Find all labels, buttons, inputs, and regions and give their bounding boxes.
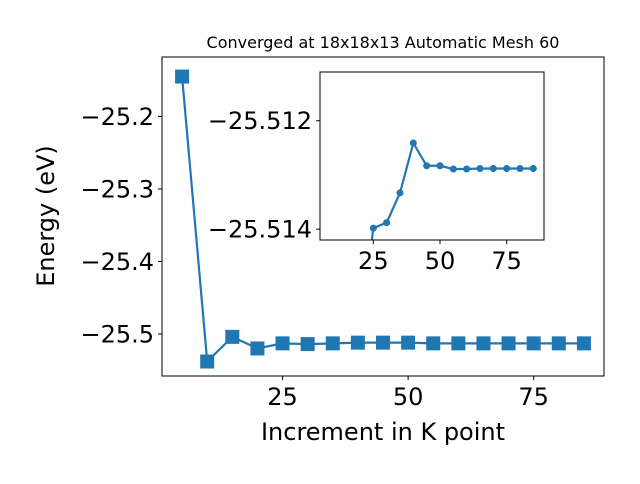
inset-data-point bbox=[489, 164, 497, 172]
main-data-point bbox=[401, 335, 416, 350]
inset-series bbox=[369, 139, 537, 240]
main-data-point bbox=[200, 354, 215, 369]
main-data-point bbox=[451, 336, 466, 351]
inset-data-point bbox=[503, 164, 511, 172]
main-y-tick-label: −25.3 bbox=[80, 175, 154, 203]
main-y-axis: −25.2 −25.3 −25.4 −25.5 bbox=[80, 103, 162, 348]
main-plot-frame bbox=[161, 56, 605, 377]
main-y-tick-label: −25.5 bbox=[80, 320, 154, 348]
main-data-point bbox=[476, 336, 491, 351]
main-data-point bbox=[350, 335, 365, 350]
inset-data-point bbox=[476, 164, 484, 172]
main-data-point bbox=[325, 336, 340, 351]
inset-chart: 25 50 75 −25.514 −25.512 bbox=[208, 71, 545, 275]
main-x-axis: 25 50 75 bbox=[267, 376, 549, 411]
inset-data-point bbox=[423, 162, 431, 170]
inset-data-point bbox=[383, 219, 391, 227]
main-chart: Converged at 18x18x13 Automatic Mesh 60 … bbox=[32, 33, 605, 446]
inset-y-tick-label: −25.514 bbox=[208, 216, 312, 244]
inset-x-tick-label: 25 bbox=[358, 247, 389, 275]
main-y-axis-label: Energy (eV) bbox=[32, 145, 60, 287]
main-data-point bbox=[426, 336, 441, 351]
inset-data-point bbox=[369, 224, 377, 232]
inset-data-point bbox=[436, 162, 444, 170]
inset-plot-frame bbox=[319, 71, 545, 241]
main-data-point bbox=[225, 329, 240, 344]
main-data-point bbox=[300, 337, 315, 352]
inset-data-point bbox=[529, 164, 537, 172]
inset-data-point bbox=[516, 164, 524, 172]
main-data-point bbox=[551, 336, 566, 351]
main-data-point bbox=[175, 69, 190, 84]
inset-data-point bbox=[409, 139, 417, 147]
inset-data-point bbox=[463, 165, 471, 173]
main-x-tick-label: 25 bbox=[267, 383, 298, 411]
main-chart-title: Converged at 18x18x13 Automatic Mesh 60 bbox=[207, 33, 560, 52]
inset-y-tick-label: −25.512 bbox=[208, 107, 312, 135]
main-y-tick-label: −25.4 bbox=[80, 248, 154, 276]
main-series bbox=[175, 69, 591, 369]
inset-x-tick-label: 50 bbox=[425, 247, 456, 275]
main-x-tick-label: 75 bbox=[518, 383, 549, 411]
inset-x-axis: 25 50 75 bbox=[358, 240, 522, 275]
main-data-point bbox=[376, 335, 390, 350]
main-x-tick-label: 50 bbox=[393, 383, 424, 411]
inset-x-tick-label: 75 bbox=[491, 247, 522, 275]
main-data-point bbox=[526, 336, 541, 351]
inset-background bbox=[320, 72, 544, 240]
main-y-tick-label: −25.2 bbox=[80, 103, 154, 131]
inset-data-point bbox=[449, 165, 457, 173]
inset-data-point bbox=[396, 189, 404, 197]
main-data-point bbox=[501, 336, 516, 351]
inset-y-axis: −25.514 −25.512 bbox=[208, 107, 320, 244]
main-data-point bbox=[576, 336, 591, 351]
main-data-point bbox=[275, 336, 290, 351]
main-data-point bbox=[250, 341, 265, 356]
main-x-axis-label: Increment in K point bbox=[261, 418, 505, 446]
